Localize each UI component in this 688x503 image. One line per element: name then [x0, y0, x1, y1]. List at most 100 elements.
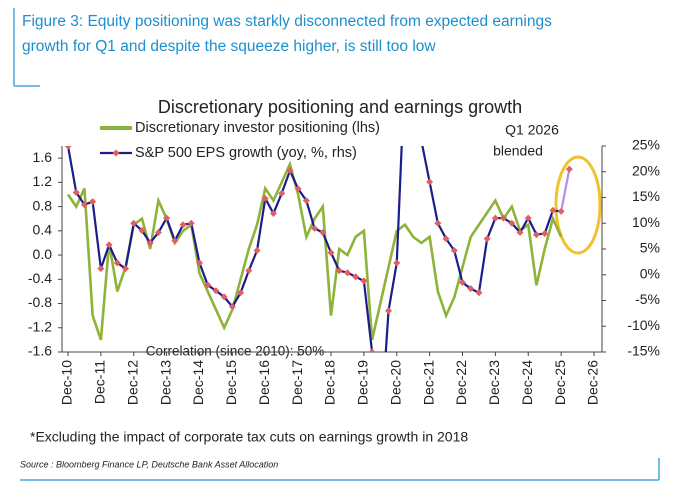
marker	[393, 259, 401, 267]
marker	[442, 235, 450, 243]
marker	[163, 214, 171, 222]
marker	[500, 214, 508, 222]
marker	[319, 229, 327, 237]
marker	[565, 165, 573, 173]
marker	[327, 249, 335, 257]
y-tick-label: 0.8	[33, 197, 53, 213]
y-tick-label: -0.8	[28, 294, 52, 310]
marker	[212, 287, 220, 295]
footnote: *Excluding the impact of corporate tax c…	[30, 429, 468, 445]
marker	[426, 178, 434, 186]
marker	[516, 229, 524, 237]
marker	[220, 293, 228, 301]
y-tick-label: 0.4	[33, 222, 53, 238]
marker	[80, 201, 88, 209]
marker	[154, 229, 162, 237]
y-tick-label: 1.2	[33, 173, 53, 189]
marker	[483, 235, 491, 243]
y2-tick-label: 25%	[632, 137, 660, 153]
marker	[524, 214, 532, 222]
marker	[113, 259, 121, 267]
marker	[138, 226, 146, 234]
marker	[557, 207, 565, 215]
marker	[467, 285, 475, 293]
caption: growth for Q1 and despite the squeeze hi…	[22, 38, 436, 55]
y-tick-label: -0.4	[28, 270, 52, 286]
y2-tick-label: 10%	[632, 214, 660, 230]
y2-tick-label: -15%	[627, 343, 660, 359]
marker	[146, 239, 154, 247]
marker	[352, 273, 360, 281]
x-tick-label: Dec-26	[585, 360, 601, 405]
marker	[343, 269, 351, 277]
marker	[311, 224, 319, 232]
y2-tick-label: 0%	[640, 265, 660, 281]
x-tick-label: Dec-13	[157, 360, 173, 405]
marker	[459, 278, 466, 286]
x-tick-label: Dec-22	[453, 360, 469, 405]
marker	[532, 231, 540, 239]
marker	[368, 348, 376, 352]
marker	[204, 281, 212, 289]
legend-label: S&P 500 EPS growth (yoy, %, rhs)	[135, 145, 357, 161]
marker	[508, 219, 516, 227]
marker	[475, 289, 483, 297]
marker	[187, 219, 195, 227]
marker	[122, 265, 130, 273]
marker	[245, 267, 253, 275]
series-line	[66, 160, 563, 341]
marker	[401, 65, 408, 72]
marker	[549, 206, 557, 214]
y-tick-label: -1.6	[28, 343, 52, 359]
marker	[237, 289, 245, 297]
annotation: Correlation (since 2010): 50%	[146, 344, 325, 359]
marker	[228, 303, 236, 311]
marker	[269, 209, 277, 217]
marker	[64, 146, 72, 150]
y-tick-label: 0.0	[33, 246, 53, 262]
marker	[450, 247, 458, 255]
y-tick-label: 1.6	[33, 149, 53, 165]
x-tick-label: Dec-23	[486, 360, 502, 405]
legend-marker	[112, 149, 120, 157]
marker	[335, 267, 343, 275]
chart-title: Discretionary positioning and earnings g…	[158, 97, 522, 117]
plot-area	[64, 65, 573, 352]
annotation: Q1 2026	[505, 122, 559, 138]
legend-label: Discretionary investor positioning (lhs)	[135, 120, 380, 136]
marker	[196, 259, 203, 267]
marker	[418, 137, 425, 144]
y2-tick-label: 20%	[632, 162, 660, 178]
y2-tick-label: -5%	[635, 291, 660, 307]
x-tick-label: Dec-25	[552, 360, 568, 405]
x-tick-label: Dec-16	[256, 360, 272, 405]
y2-tick-label: 15%	[632, 188, 660, 204]
x-tick-label: Dec-11	[92, 360, 108, 404]
marker	[360, 277, 368, 285]
source: Source : Bloomberg Finance LP, Deutsche …	[20, 459, 278, 469]
marker	[286, 167, 294, 175]
marker	[385, 307, 393, 315]
x-tick-label: Dec-14	[190, 360, 206, 405]
marker	[541, 230, 549, 238]
marker	[97, 265, 105, 273]
y2-tick-label: 5%	[640, 240, 660, 256]
marker	[130, 219, 138, 227]
x-tick-label: Dec-18	[322, 360, 338, 405]
x-tick-label: Dec-19	[355, 360, 371, 405]
marker	[72, 188, 80, 196]
marker	[253, 247, 261, 255]
marker	[491, 214, 499, 222]
marker	[261, 195, 269, 203]
y2-tick-label: -10%	[627, 317, 660, 333]
highlight-ellipse	[554, 155, 602, 255]
x-tick-label: Dec-17	[289, 360, 305, 405]
marker	[294, 185, 302, 193]
marker	[302, 197, 310, 205]
x-tick-label: Dec-24	[519, 360, 535, 405]
x-tick-label: Dec-10	[59, 360, 75, 405]
x-tick-label: Dec-21	[420, 360, 436, 405]
annotation: blended	[493, 143, 543, 159]
